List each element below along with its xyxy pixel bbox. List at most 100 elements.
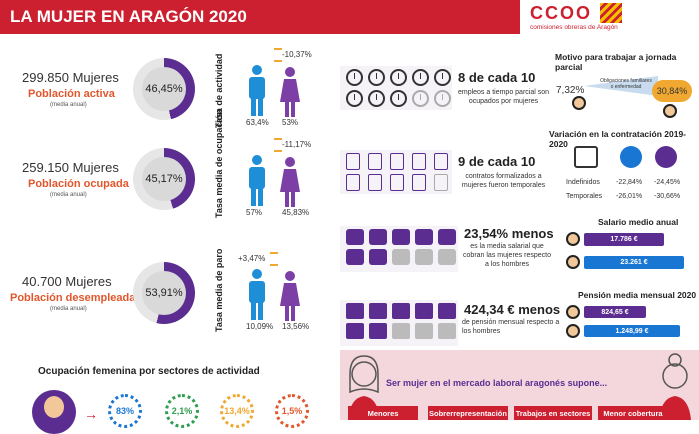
temporary-stat: 9 de cada 10 bbox=[458, 154, 536, 169]
logo: CCOO bbox=[530, 3, 592, 23]
man-figure-icon bbox=[246, 154, 268, 213]
arrow-icon: → bbox=[84, 406, 98, 422]
women-value: 13,56% bbox=[282, 322, 310, 331]
contr-men-2: -26,01% bbox=[616, 193, 643, 200]
banknote-icon bbox=[392, 303, 410, 319]
stat-note: (media anual) bbox=[50, 192, 87, 198]
calendar-icon bbox=[574, 146, 598, 168]
stat-count: 299.850 Mujeres bbox=[22, 70, 119, 85]
document-icon bbox=[346, 153, 360, 170]
stat-label: Población activa bbox=[28, 88, 115, 100]
banknote-icon bbox=[392, 323, 410, 339]
man-figure-icon bbox=[246, 64, 268, 123]
ring-value: 53,91% bbox=[142, 271, 186, 315]
parcial-reason: Obligaciones familiares o enfermedad bbox=[600, 78, 652, 90]
clock-icon bbox=[368, 90, 385, 107]
salary-women-bar: 17.786 € bbox=[584, 233, 664, 246]
gap-bracket-icon bbox=[274, 138, 282, 152]
coins-box bbox=[340, 226, 458, 272]
woman-figure-icon bbox=[278, 270, 302, 327]
clock-icon bbox=[434, 90, 451, 107]
contr-men-1: -22,84% bbox=[616, 179, 643, 186]
coins-icon bbox=[392, 249, 410, 265]
sector-services: 83% bbox=[108, 394, 142, 428]
clock-icon bbox=[412, 69, 429, 86]
stat-label: Población desempleada bbox=[10, 292, 136, 304]
men-value: 57% bbox=[246, 208, 263, 217]
coins-icon bbox=[415, 249, 433, 265]
banner-4: Menor cobertura bbox=[598, 406, 668, 420]
ring-value: 45,17% bbox=[142, 157, 186, 201]
banknote-icon bbox=[438, 303, 456, 319]
clocks-box bbox=[340, 66, 452, 110]
bottom-title: Ser mujer en el mercado laboral aragonés… bbox=[386, 378, 608, 388]
banknote-icon bbox=[369, 303, 387, 319]
temporary-text: contratos formalizados a mujeres fueron … bbox=[461, 173, 546, 189]
coins-icon bbox=[438, 249, 456, 265]
banknote-icon bbox=[346, 303, 364, 319]
ring-chart: 46,45% bbox=[133, 58, 195, 120]
parcial-cone bbox=[584, 76, 658, 96]
woman-icon bbox=[566, 232, 580, 246]
banner-2: Sobrerrepresentación bbox=[428, 406, 508, 420]
stat-note: (media anual) bbox=[50, 306, 87, 312]
banknote-icon bbox=[438, 323, 456, 339]
document-icon bbox=[368, 174, 382, 191]
vertical-label: Tasa media de paro bbox=[214, 248, 224, 332]
clock-icon bbox=[346, 90, 363, 107]
woman-icon bbox=[663, 104, 677, 118]
man-icon bbox=[566, 324, 580, 338]
stat-label: Población ocupada bbox=[28, 178, 129, 190]
stat-count: 40.700 Mujeres bbox=[22, 274, 112, 289]
gap-value: -11,17% bbox=[282, 140, 312, 149]
contr-women-2: -30,66% bbox=[654, 193, 681, 200]
coins-icon bbox=[392, 229, 410, 245]
stat-count: 259.150 Mujeres bbox=[22, 160, 119, 175]
clock-icon bbox=[434, 69, 451, 86]
pension-gap-text: de pensión mensual respecto a los hombre… bbox=[462, 319, 560, 335]
man-avatar-icon bbox=[620, 146, 642, 168]
coins-icon bbox=[346, 229, 364, 245]
woman-figure-icon bbox=[278, 66, 302, 123]
document-icon bbox=[434, 174, 448, 191]
parcial-women: 30,84% bbox=[652, 80, 692, 102]
contracts-box bbox=[340, 150, 452, 194]
ring-value: 46,45% bbox=[142, 67, 186, 111]
women-value: 53% bbox=[282, 118, 299, 127]
coins-icon bbox=[369, 249, 387, 265]
pension-women-bar: 824,65 € bbox=[584, 306, 646, 318]
woman-avatar-icon bbox=[655, 146, 677, 168]
coins-icon bbox=[369, 229, 387, 245]
part-time-text: empleos a tiempo parcial son ocupados po… bbox=[457, 89, 550, 105]
women-value: 45,83% bbox=[282, 208, 310, 217]
ring-chart: 45,17% bbox=[133, 148, 195, 210]
woman-avatar-icon bbox=[32, 390, 76, 434]
document-icon bbox=[368, 153, 382, 170]
banknote-icon bbox=[415, 303, 433, 319]
document-icon bbox=[412, 174, 426, 191]
document-icon bbox=[434, 153, 448, 170]
banknote-icon bbox=[415, 323, 433, 339]
men-value: 63,4% bbox=[246, 118, 269, 127]
stat-note: (media anual) bbox=[50, 102, 87, 108]
logo-subtitle: comisiones obreras de Aragón bbox=[530, 24, 618, 31]
coins-icon bbox=[346, 249, 364, 265]
banner-3: Trabajos en sectores bbox=[514, 406, 592, 420]
coins-icon bbox=[438, 229, 456, 245]
document-icon bbox=[412, 153, 426, 170]
sector-construction: 1,5% bbox=[275, 394, 309, 428]
gap-bracket-icon bbox=[274, 48, 282, 62]
salary-men-bar: 23.261 € bbox=[584, 256, 684, 269]
pension-men-bar: 1.248,99 € bbox=[584, 325, 680, 337]
parcial-men: 7,32% bbox=[556, 85, 585, 96]
coins-icon bbox=[415, 229, 433, 245]
contr-title: Variación en la contratación 2019-2020 bbox=[549, 129, 687, 149]
contr-label-1: Indefinidos bbox=[566, 179, 600, 186]
banknote-icon bbox=[369, 323, 387, 339]
banner-1: Menores bbox=[348, 406, 418, 420]
contr-label-2: Temporales bbox=[566, 193, 603, 200]
salary-gap-text: es la media salarial que cobran las muje… bbox=[463, 243, 551, 268]
clock-icon bbox=[368, 69, 385, 86]
gap-value: +3,47% bbox=[238, 254, 266, 263]
contr-women-1: -24,45% bbox=[654, 179, 681, 186]
